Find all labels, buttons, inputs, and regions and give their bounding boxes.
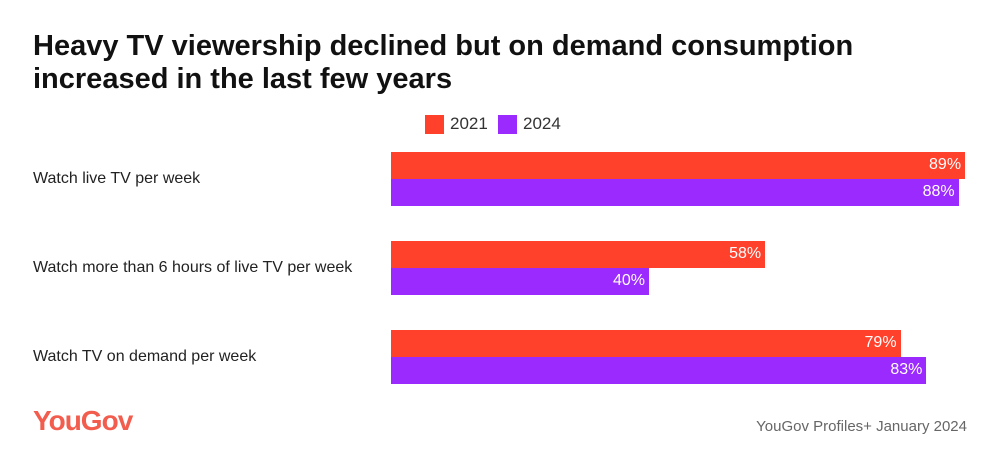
legend-item-2021: 2021 [425,114,488,134]
category-label: Watch TV on demand per week [33,348,257,365]
legend-swatch [498,114,517,134]
legend-item-2024: 2024 [498,114,561,134]
bar-2021: 58% [391,241,766,268]
chart-title: Heavy TV viewership declined but on dema… [33,30,854,95]
data-label: 88% [922,183,955,200]
source-note: YouGov Profiles+ January 2024 [756,418,967,435]
category-label: Watch more than 6 hours of live TV per w… [33,259,353,276]
yougov-logo: YouGov [33,405,133,436]
bar-2021: 89% [391,152,966,179]
data-label: 79% [864,334,897,351]
data-label: 58% [729,245,762,262]
legend-label: 2024 [523,114,561,133]
legend-label: 2021 [450,114,488,133]
category-label: Watch live TV per week [33,170,201,187]
bar-2021: 79% [391,330,901,357]
legend-swatch [425,114,444,134]
data-label: 83% [890,361,923,378]
data-label: 40% [612,272,645,289]
bar-2024: 83% [391,357,927,384]
data-label: 89% [929,156,962,173]
bar-2024: 88% [391,179,959,206]
bar-2024: 40% [391,268,649,295]
